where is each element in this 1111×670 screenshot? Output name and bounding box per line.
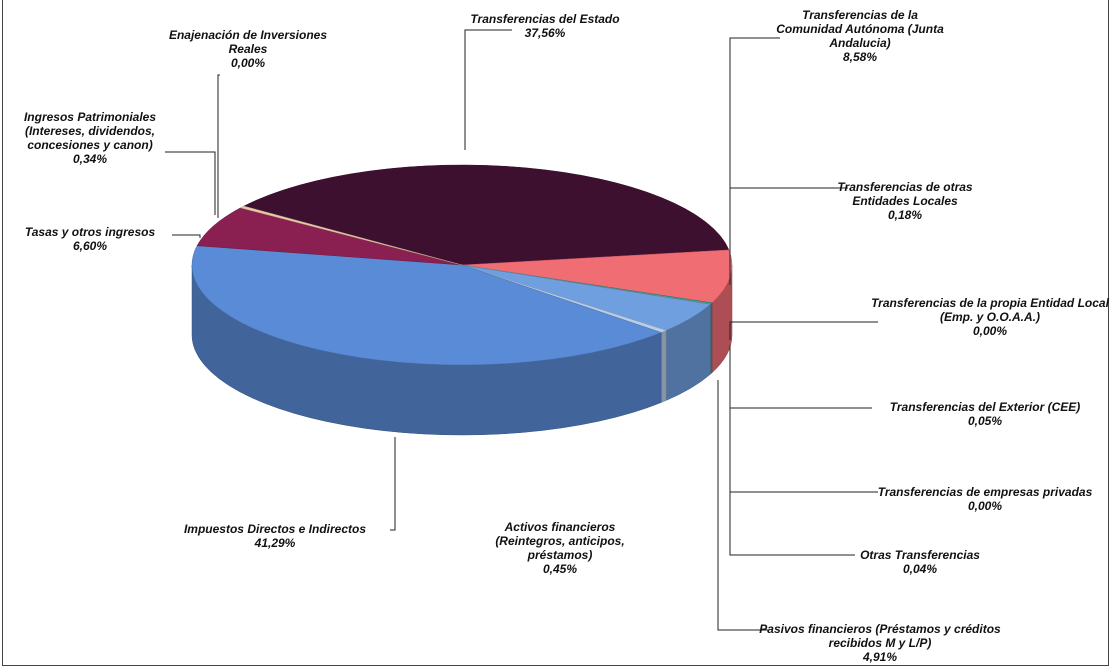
value-label: 0,18% (887, 208, 923, 222)
slice (239, 205, 463, 266)
value-label: 0,05% (967, 414, 1003, 428)
value-label: 0,00% (972, 324, 1008, 338)
slice-label: Transferencias de la Comunidad Autónoma … (770, 8, 950, 64)
category-label: Transferencias de otras Entidades Locale… (837, 180, 973, 208)
slice-label: Transferencias de empresas privadas 0,00% (870, 485, 1100, 513)
slice-label: Activos financieros (Reintegros, anticip… (485, 520, 635, 576)
leader-line (729, 187, 848, 285)
category-label: Transferencias de empresas privadas (877, 485, 1093, 499)
category-label: Tasas y otros ingresos (24, 225, 156, 239)
leader-line (165, 151, 216, 215)
value-label: 0,00% (230, 56, 266, 70)
slice-label: Transferencias del Estado 37,56% (445, 12, 645, 40)
category-label: Ingresos Patrimoniales (Intereses, divid… (23, 110, 157, 152)
category-label: Pasivos financieros (Préstamos y crédito… (759, 622, 1001, 650)
leader-line (729, 321, 878, 340)
leader-line (729, 345, 878, 493)
slice-label: Transferencias de la propia Entidad Loca… (870, 296, 1110, 338)
slice-label: Transferencias del Exterior (CEE) 0,05% (875, 400, 1095, 428)
leader-line (390, 437, 396, 531)
value-label: 37,56% (524, 26, 566, 40)
leader-line (464, 29, 512, 150)
slice-side (660, 330, 667, 403)
value-label: 41,29% (254, 536, 296, 550)
leader-line (217, 74, 220, 218)
slice (243, 164, 730, 266)
category-label: Transferencias de la propia Entidad Loca… (871, 296, 1109, 324)
leader-line (729, 345, 872, 409)
slice-label: Enajenación de Inversiones Reales 0,00% (153, 28, 343, 70)
slice-label: Impuestos Directos e Indirectos 41,29% (145, 522, 405, 550)
slice-label: Tasas y otros ingresos 6,60% (5, 225, 175, 253)
slice (191, 245, 662, 366)
value-label: 4,91% (862, 650, 898, 664)
slice (196, 207, 463, 266)
category-label: Activos financieros (Reintegros, anticip… (495, 520, 625, 562)
value-label: 8,58% (842, 50, 878, 64)
slice-label: Transferencias de otras Entidades Locale… (820, 180, 990, 222)
leader-line (717, 380, 768, 631)
category-label: Impuestos Directos e Indirectos (183, 522, 367, 536)
category-label: Transferencias de la Comunidad Autónoma … (776, 8, 944, 50)
category-label: Transferencias del Exterior (CEE) (889, 400, 1081, 414)
value-label: 0,00% (967, 499, 1003, 513)
leader-line (172, 234, 201, 238)
value-label: 0,34% (72, 152, 108, 166)
slice-label: Pasivos financieros (Préstamos y crédito… (755, 622, 1005, 664)
category-label: Otras Transferencias (860, 548, 980, 562)
slice-label: Ingresos Patrimoniales (Intereses, divid… (3, 110, 178, 166)
category-label: Enajenación de Inversiones Reales (168, 28, 328, 56)
value-label: 0,45% (542, 562, 578, 576)
value-label: 6,60% (72, 239, 108, 253)
value-label: 0,04% (902, 562, 938, 576)
category-label: Transferencias del Estado (470, 12, 620, 26)
leader-line (729, 37, 780, 250)
slice-label: Otras Transferencias 0,04% (820, 548, 1020, 576)
leader-line (729, 345, 855, 556)
